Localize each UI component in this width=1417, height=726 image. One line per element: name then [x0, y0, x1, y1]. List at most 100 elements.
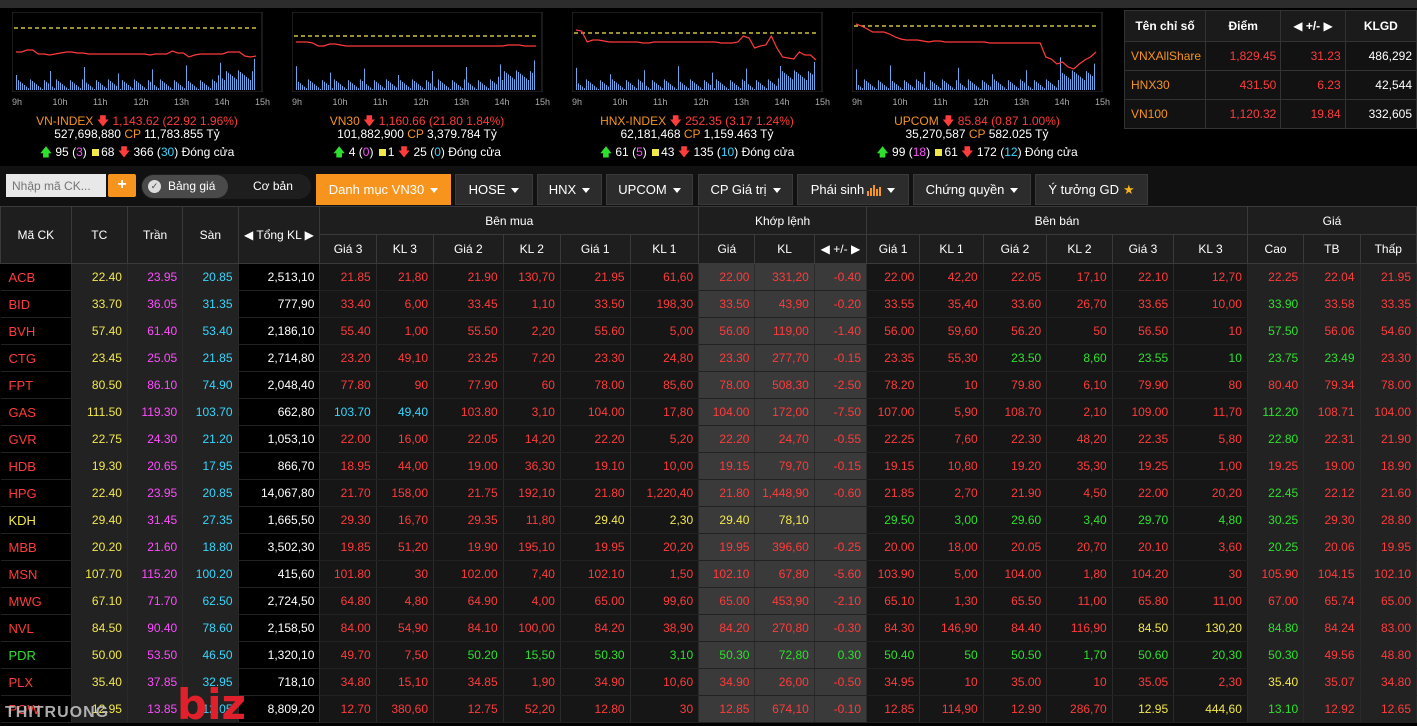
price-range-cell: 57.50	[1247, 317, 1305, 345]
col-floor[interactable]: Sàn	[182, 206, 239, 264]
volume-bar	[726, 87, 727, 90]
tab-hose[interactable]: HOSE	[455, 174, 533, 205]
bid-cell: 1,10	[503, 290, 561, 318]
volume-bar	[440, 81, 441, 90]
toggle-basic[interactable]: Cơ bản	[253, 179, 293, 193]
match-cell: 29.40	[698, 506, 756, 534]
index-row[interactable]: HNX30 431.50 6.23 42,544	[1123, 70, 1417, 100]
bid-cell: 55.50	[433, 317, 504, 345]
table-row[interactable]: GAS 111.50 119.30 103.70 662,80 103.70 49,40 10…	[0, 398, 1417, 426]
table-row[interactable]: FPT 80.50 86.10 74.90 2,048,40 77.80 90 77.90 60…	[0, 371, 1417, 399]
floor-count: 10	[720, 145, 735, 159]
tab-hnx[interactable]: HNX	[537, 174, 602, 205]
symbol-search-input[interactable]	[6, 174, 106, 197]
table-row[interactable]: BVH 57.40 61.40 53.40 2,186,10 55.40 1,00 55.50…	[0, 317, 1417, 345]
col-buy-sub[interactable]: KL 1	[629, 234, 700, 264]
volume-bar	[446, 85, 447, 90]
match-cell: -0.25	[814, 533, 868, 561]
col-match-sub[interactable]: Giá	[698, 234, 756, 264]
col-buy-sub[interactable]: Giá 1	[559, 234, 631, 264]
volume-bar	[102, 85, 103, 90]
toggle-price-board[interactable]: ✓ Bảng giá	[142, 175, 228, 198]
col-sell-sub[interactable]: Giá 2	[982, 234, 1048, 264]
volume-bar	[248, 78, 249, 90]
tab-cp-value[interactable]: CP Giá trị	[698, 174, 793, 205]
add-symbol-button[interactable]: +	[108, 174, 136, 197]
symbol-cell: GAS	[0, 398, 72, 426]
table-row[interactable]: HPG 22.40 23.95 20.85 14,067,80 21.70 158,00 21…	[0, 479, 1417, 507]
table-row[interactable]: HDB 19.30 20.65 17.95 866,70 18.95 44,00 19.00 3…	[0, 452, 1417, 480]
arrow-down-icon: 🡇	[117, 145, 131, 159]
col-buy-sub[interactable]: Giá 2	[433, 234, 504, 264]
volume-bar	[344, 87, 345, 90]
col-price-sub[interactable]: TB	[1303, 234, 1361, 264]
col-sell-sub[interactable]: KL 2	[1046, 234, 1113, 264]
col-sell-sub[interactable]: Giá 1	[866, 234, 921, 264]
table-row[interactable]: BID 33.70 36.05 31.35 777,90 33.40 6,00 33.45 1,…	[0, 290, 1417, 318]
table-row[interactable]: MWG 67.10 71.70 62.50 2,724,50 64.80 4,80 64.90…	[0, 587, 1417, 615]
col-ref[interactable]: TC	[70, 206, 128, 264]
table-row[interactable]: NVL 84.50 90.40 78.60 2,158,50 84.00 54,90 84.1…	[0, 614, 1417, 642]
price-range-cell: 23.75	[1247, 344, 1305, 372]
volume-bar	[438, 79, 439, 90]
mini-chart-vnindex[interactable]: 9h 10h 11h 12h 13h 14h 15h VN-INDEX 🡇 1,143.62 …	[6, 12, 270, 164]
volume-bar	[30, 79, 31, 90]
table-row[interactable]: PDR 50.00 53.50 46.50 1,320,10 49.70 7,50 50.20…	[0, 641, 1417, 669]
tab-warrants[interactable]: Chứng quyền	[913, 174, 1031, 205]
table-row[interactable]: KDH 29.40 31.45 27.35 1,665,50 29.30 16,70 29.3…	[0, 506, 1417, 534]
total-volume-cell: 718,10	[238, 668, 321, 696]
table-row[interactable]: GVR 22.75 24.30 21.20 1,053,10 22.00 16,00 22.0…	[0, 425, 1417, 453]
sort-right-icon: ▶	[304, 228, 314, 242]
index-row[interactable]: VN100 1,120.32 19.84 332,605	[1123, 99, 1417, 129]
volume-bar	[380, 85, 381, 90]
index-row[interactable]: VNXAllShare 1,829.45 31.23 486,292	[1123, 41, 1417, 71]
volume-bar	[140, 84, 141, 90]
col-sell-sub[interactable]: KL 3	[1173, 234, 1248, 264]
volume-bar	[512, 77, 513, 90]
table-row[interactable]: MSN 107.70 115.20 100.20 415,60 101.80 30 102.0…	[0, 560, 1417, 588]
col-symbol[interactable]: Mã CK	[0, 206, 72, 264]
tab-vn30-watchlist[interactable]: Danh mục VN30	[316, 174, 451, 205]
volume-bar	[126, 83, 127, 90]
volume-bar	[886, 86, 887, 90]
col-buy-sub[interactable]: KL 3	[375, 234, 435, 264]
table-row[interactable]: MBB 20.20 21.60 18.80 3,502,30 19.85 51,20 19.9…	[0, 533, 1417, 561]
volume-bar	[206, 85, 207, 90]
floor-price-cell: 62.50	[182, 587, 239, 615]
breadth-line: 🡅 4 (0) 1 🡇 25 (0) Đóng cửa	[333, 145, 501, 159]
col-match-sub[interactable]: ◀ +/- ▶	[813, 234, 868, 264]
col-index-change[interactable]: ◀ +/- ▶	[1280, 10, 1346, 42]
tab-upcom[interactable]: UPCOM	[606, 174, 693, 205]
table-row[interactable]: POW 12.95 13.85 12.05 8,809,20 12.70 380,60 12.…	[0, 695, 1417, 723]
col-total-volume[interactable]: ◀ Tổng KL ▶	[237, 206, 321, 264]
table-row[interactable]: CTG 23.45 25.05 21.85 2,714,80 23.20 49,10 23.2…	[0, 344, 1417, 372]
volume-bar	[1026, 70, 1027, 90]
col-price-sub[interactable]: Cao	[1246, 234, 1305, 264]
table-row[interactable]: PLX 35.40 37.85 32.95 718,10 34.80 15,10 34.85 1…	[0, 668, 1417, 696]
volume-bar	[928, 89, 929, 90]
volume-bar	[620, 85, 621, 90]
col-price-sub[interactable]: Thấp	[1359, 234, 1417, 264]
mini-chart-upcom[interactable]: 9h 10h 11h 12h 13h 14h 15h UPCOM 🡇 85.84 (0.87 …	[846, 12, 1111, 164]
volume-bar	[162, 81, 163, 90]
hour-tick: 15h	[1095, 97, 1111, 107]
col-sell-sub[interactable]: Giá 3	[1111, 234, 1175, 264]
tab-trade-ideas[interactable]: Ý tưởng GD ★	[1035, 174, 1148, 205]
col-match-sub[interactable]: KL	[754, 234, 815, 264]
ask-cell: 17,10	[1046, 263, 1113, 291]
mini-chart-hnxindex[interactable]: 9h 10h 11h 12h 13h 14h 15h HNX-INDEX 🡇 252.35 (…	[566, 12, 830, 164]
volume-bar	[378, 83, 379, 90]
table-row[interactable]: ACB 22.40 23.95 20.85 2,513,10 21.85 21,80 21.9…	[0, 263, 1417, 291]
ceil-count: 0	[362, 145, 370, 159]
bid-cell: 5,20	[630, 425, 700, 453]
col-ceil[interactable]: Trần	[126, 206, 184, 264]
price-range-cell: 33.90	[1247, 290, 1305, 318]
col-buy-sub[interactable]: KL 2	[502, 234, 561, 264]
volume-bar	[94, 89, 95, 90]
view-toggle[interactable]: ✓ Bảng giá Cơ bản	[141, 174, 311, 199]
tab-derivatives[interactable]: Phái sinh	[797, 174, 909, 205]
col-buy-sub[interactable]: Giá 3	[319, 234, 377, 264]
col-sell-sub[interactable]: KL 1	[919, 234, 984, 264]
mini-chart-vn30[interactable]: 9h 10h 11h 12h 13h 14h 15h VN30 🡇 1,160.66 (21.…	[286, 12, 550, 164]
ask-cell: 103.90	[866, 560, 921, 588]
